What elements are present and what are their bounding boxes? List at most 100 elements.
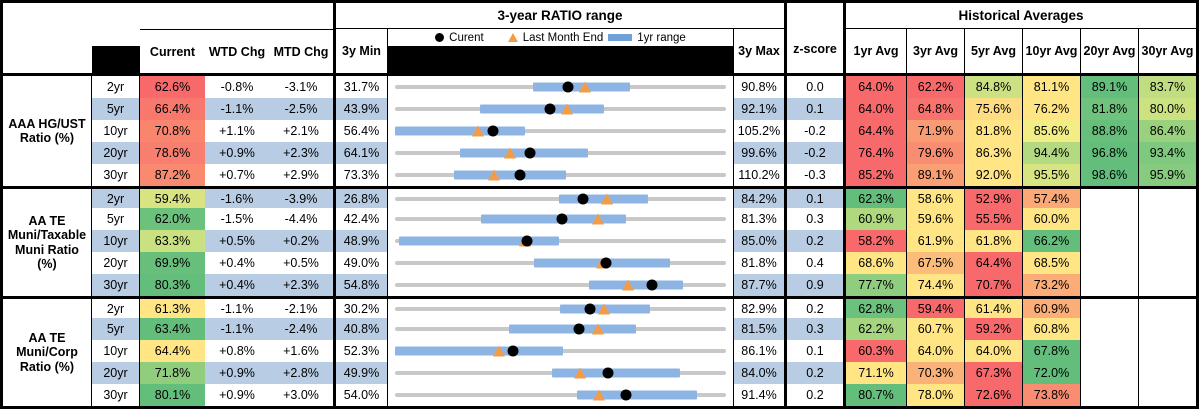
- current-marker: [514, 169, 526, 181]
- current-cell: 78.6%: [140, 142, 205, 164]
- avg-cell: 60.7%: [907, 318, 965, 340]
- current-cell: 64.4%: [140, 340, 205, 362]
- current-cell: 80.3%: [140, 274, 205, 296]
- mtd-chg-column-header: MTD Chg: [269, 29, 333, 76]
- avg-cell: 62.3%: [846, 186, 907, 208]
- avg-cell: 94.4%: [1023, 142, 1081, 164]
- mtd-chg-cell: +2.3%: [269, 274, 333, 296]
- max-3y-cell: 81.5%: [734, 318, 787, 340]
- min-3y-cell: 49.0%: [333, 252, 388, 274]
- avg-cell: 86.4%: [1139, 120, 1196, 142]
- range-chart-cell: [388, 208, 734, 230]
- tenor-cell: 2yr: [92, 186, 140, 208]
- avg-cell: 89.1%: [1081, 76, 1139, 98]
- avg-cell: 57.4%: [1023, 186, 1081, 208]
- avg-cell: 59.2%: [965, 318, 1023, 340]
- min-3y-cell: 56.4%: [333, 120, 388, 142]
- tenor-cell: 30yr: [92, 274, 140, 296]
- max-3y-cell: 99.6%: [734, 142, 787, 164]
- wtd-chg-cell: +1.1%: [205, 120, 269, 142]
- tenor-cell: 10yr: [92, 230, 140, 252]
- max-3y-cell: 110.2%: [734, 164, 787, 186]
- current-cell: 63.3%: [140, 230, 205, 252]
- range-chart-cell: [388, 318, 734, 340]
- wtd-chg-cell: +0.7%: [205, 164, 269, 186]
- three-year-range-line: [395, 393, 726, 397]
- current-marker: [577, 193, 589, 204]
- avg-cell: 88.8%: [1081, 120, 1139, 142]
- avg-30yr-column-header: 30yr Avg: [1139, 29, 1196, 76]
- min-3y-cell: 26.8%: [333, 186, 388, 208]
- avg-cell: [1139, 384, 1196, 406]
- wtd-chg-cell: +0.9%: [205, 384, 269, 406]
- avg-cell: 64.8%: [907, 98, 965, 120]
- zscore-cell: 0.9: [787, 274, 846, 296]
- max-3y-cell: 105.2%: [734, 120, 787, 142]
- zscore-cell: 0.1: [787, 98, 846, 120]
- avg-cell: 81.1%: [1023, 76, 1081, 98]
- one-year-range-bar: [589, 280, 683, 290]
- last-month-end-triangle-icon: [507, 33, 518, 42]
- range-chart-cell: [388, 76, 734, 98]
- avg-cell: 67.5%: [907, 252, 965, 274]
- avg-cell: [1139, 296, 1196, 318]
- three-year-range-line: [395, 283, 726, 287]
- current-marker: [602, 367, 614, 379]
- current-cell: 61.3%: [140, 296, 205, 318]
- avg-cell: 64.4%: [965, 252, 1023, 274]
- wtd-chg-cell: -1.1%: [205, 98, 269, 120]
- zscore-cell: 0.3: [787, 208, 846, 230]
- avg-cell: [1081, 340, 1139, 362]
- one-year-range-bar: [460, 148, 588, 158]
- tenor-cell: 20yr: [92, 362, 140, 384]
- wtd-chg-cell: -1.1%: [205, 296, 269, 318]
- last-month-end-marker: [492, 345, 505, 357]
- tenor-cell: 20yr: [92, 252, 140, 274]
- zscore-cell: 0.2: [787, 230, 846, 252]
- last-month-end-marker: [592, 213, 605, 225]
- last-month-end-marker: [574, 367, 587, 379]
- min-3y-cell: 54.8%: [333, 274, 388, 296]
- avg-cell: 61.8%: [965, 230, 1023, 252]
- avg-cell: 74.4%: [907, 274, 965, 296]
- tenor-cell: 5yr: [92, 208, 140, 230]
- mtd-chg-cell: +0.2%: [269, 230, 333, 252]
- avg-cell: [1139, 340, 1196, 362]
- current-marker: [556, 213, 568, 225]
- last-month-end-marker: [487, 169, 500, 181]
- current-marker: [573, 323, 585, 335]
- wtd-chg-cell: +0.4%: [205, 274, 269, 296]
- wtd-chg-cell: -0.8%: [205, 76, 269, 98]
- avg-cell: 64.0%: [846, 98, 907, 120]
- avg-cell: 62.2%: [846, 318, 907, 340]
- current-marker: [487, 125, 499, 137]
- wtd-chg-cell: +0.5%: [205, 230, 269, 252]
- avg-cell: [1139, 208, 1196, 230]
- min-3y-cell: 42.4%: [333, 208, 388, 230]
- min-3y-cell: 48.9%: [333, 230, 388, 252]
- mtd-chg-cell: -2.4%: [269, 318, 333, 340]
- avg-cell: 58.2%: [846, 230, 907, 252]
- avg-cell: 83.7%: [1139, 76, 1196, 98]
- avg-cell: 60.3%: [846, 340, 907, 362]
- avg-cell: [1081, 186, 1139, 208]
- last-month-end-marker: [472, 125, 485, 137]
- avg-cell: [1081, 208, 1139, 230]
- tenor-cell: 2yr: [92, 296, 140, 318]
- avg-cell: 81.8%: [1081, 98, 1139, 120]
- avg-cell: 55.5%: [965, 208, 1023, 230]
- one-year-range-bar: [395, 346, 564, 356]
- legend-last-month-end-label: Last Month End: [522, 31, 604, 44]
- max-3y-cell: 81.3%: [734, 208, 787, 230]
- max-3y-cell: 90.8%: [734, 76, 787, 98]
- avg-3yr-column-header: 3yr Avg: [907, 29, 965, 76]
- one-year-range-bar: [395, 126, 525, 136]
- avg-cell: [1139, 252, 1196, 274]
- current-cell: 62.0%: [140, 208, 205, 230]
- last-month-end-marker: [561, 103, 574, 115]
- current-marker: [521, 235, 533, 247]
- mtd-chg-cell: -2.1%: [269, 296, 333, 318]
- avg-cell: 76.4%: [846, 142, 907, 164]
- current-cell: 70.8%: [140, 120, 205, 142]
- mtd-chg-cell: -2.5%: [269, 98, 333, 120]
